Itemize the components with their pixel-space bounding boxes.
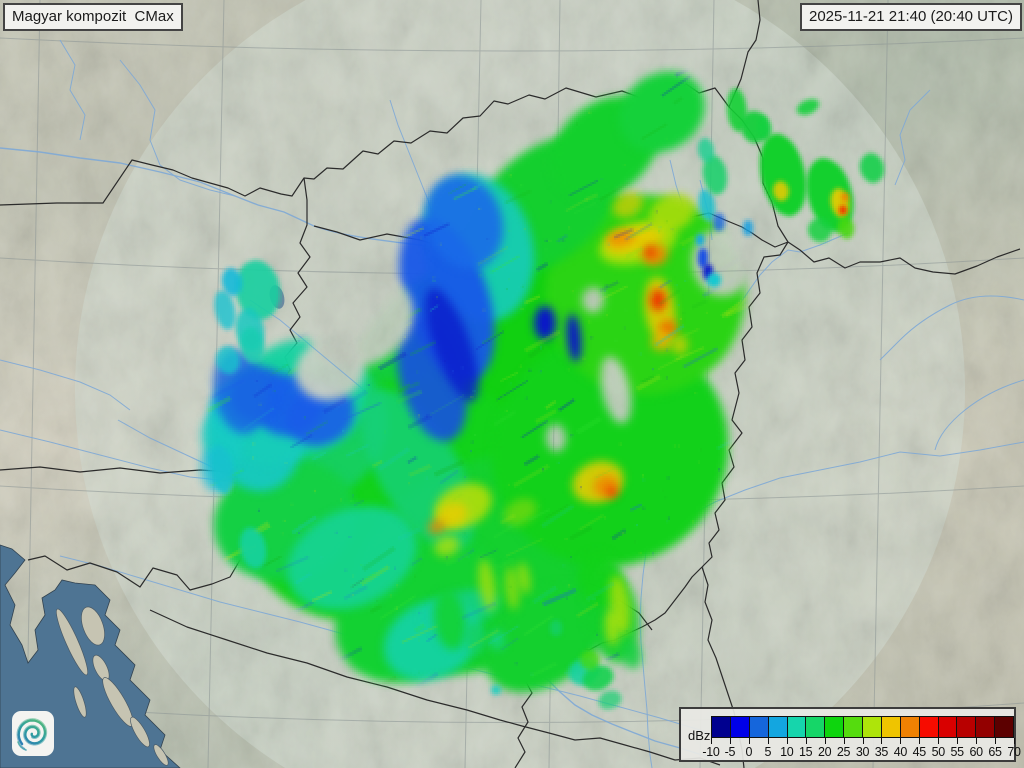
- legend-tick: [786, 738, 788, 744]
- legend-tick: [748, 738, 750, 744]
- timestamp-label: 2025-11-21 21:40 (20:40 UTC): [799, 3, 1022, 31]
- legend-color-cell: [748, 716, 769, 738]
- legend-tick: [919, 738, 921, 744]
- legend-tick-value: 20: [817, 745, 832, 759]
- legend-tick-value: 45: [912, 745, 927, 759]
- spiral-inner: [16, 718, 48, 750]
- spiral-outer: [17, 719, 47, 746]
- legend-tick: [957, 738, 959, 744]
- legend-tick-value: 50: [931, 745, 946, 759]
- legend-tick-value: 0: [745, 745, 753, 759]
- legend-tick: [767, 738, 769, 744]
- legend-tick-value: 40: [893, 745, 908, 759]
- legend-tick: [1014, 738, 1015, 744]
- legend-color-cell: [711, 716, 731, 738]
- legend-color-cell: [805, 716, 826, 738]
- legend-color-scale: [711, 716, 1014, 738]
- legend-tick-value: 65: [988, 745, 1002, 759]
- legend-tick: [729, 738, 731, 744]
- legend-color-cell: [862, 716, 882, 738]
- spiral-tail: [17, 741, 27, 751]
- legend-tick-value: 60: [969, 745, 983, 759]
- legend-color-cell: [729, 716, 750, 738]
- legend-tick: [995, 738, 997, 744]
- legend-tick: [711, 738, 712, 744]
- legend-color-cell: [843, 716, 863, 738]
- legend-tick: [976, 738, 978, 744]
- legend-tick-value: 55: [950, 745, 965, 759]
- legend-color-cell: [786, 716, 807, 738]
- legend-tick-value: 25: [836, 745, 851, 759]
- legend-tick: [881, 738, 883, 744]
- legend-color-cell: [937, 716, 958, 738]
- legend-color-cell: [994, 716, 1014, 738]
- legend-tick-value: 35: [874, 745, 889, 759]
- legend-unit-label: dBz: [688, 728, 711, 743]
- legend-color-cell: [918, 716, 939, 738]
- legend-tick-value: -10: [702, 745, 720, 759]
- legend-tick: [843, 738, 845, 744]
- legend-tick-value: 5: [764, 745, 772, 759]
- legend-color-cell: [767, 716, 788, 738]
- product-label: Magyar kompozit CMax: [3, 3, 183, 31]
- legend-color-cell: [824, 716, 845, 738]
- legend-color-cell: [956, 716, 977, 738]
- legend-tick: [862, 738, 864, 744]
- legend-tick-value: 15: [799, 745, 813, 759]
- dbz-legend: dBz -10 -5 0 5 10 15 20 25 30 35 40 45 50 55 60 65 70: [679, 707, 1021, 762]
- legend-tick: [824, 738, 826, 744]
- legend-color-cell: [975, 716, 996, 738]
- legend-tick: [938, 738, 940, 744]
- legend-tick-value: 10: [780, 745, 794, 759]
- legend-tick-value: 70: [1007, 745, 1021, 759]
- legend-color-cell: [880, 716, 901, 738]
- spiral-logo-icon: [16, 718, 48, 751]
- legend-tick-labels: -10 -5 0 5 10 15 20 25 30 35 40 45 50 55 60 65 70: [702, 738, 1021, 762]
- legend-tick-value: -5: [724, 745, 736, 759]
- legend-color-cell: [899, 716, 920, 738]
- legend-tick-value: 30: [855, 745, 870, 759]
- legend-tick: [805, 738, 807, 744]
- hungaromet-logo: [12, 711, 54, 756]
- legend-tick: [900, 738, 902, 744]
